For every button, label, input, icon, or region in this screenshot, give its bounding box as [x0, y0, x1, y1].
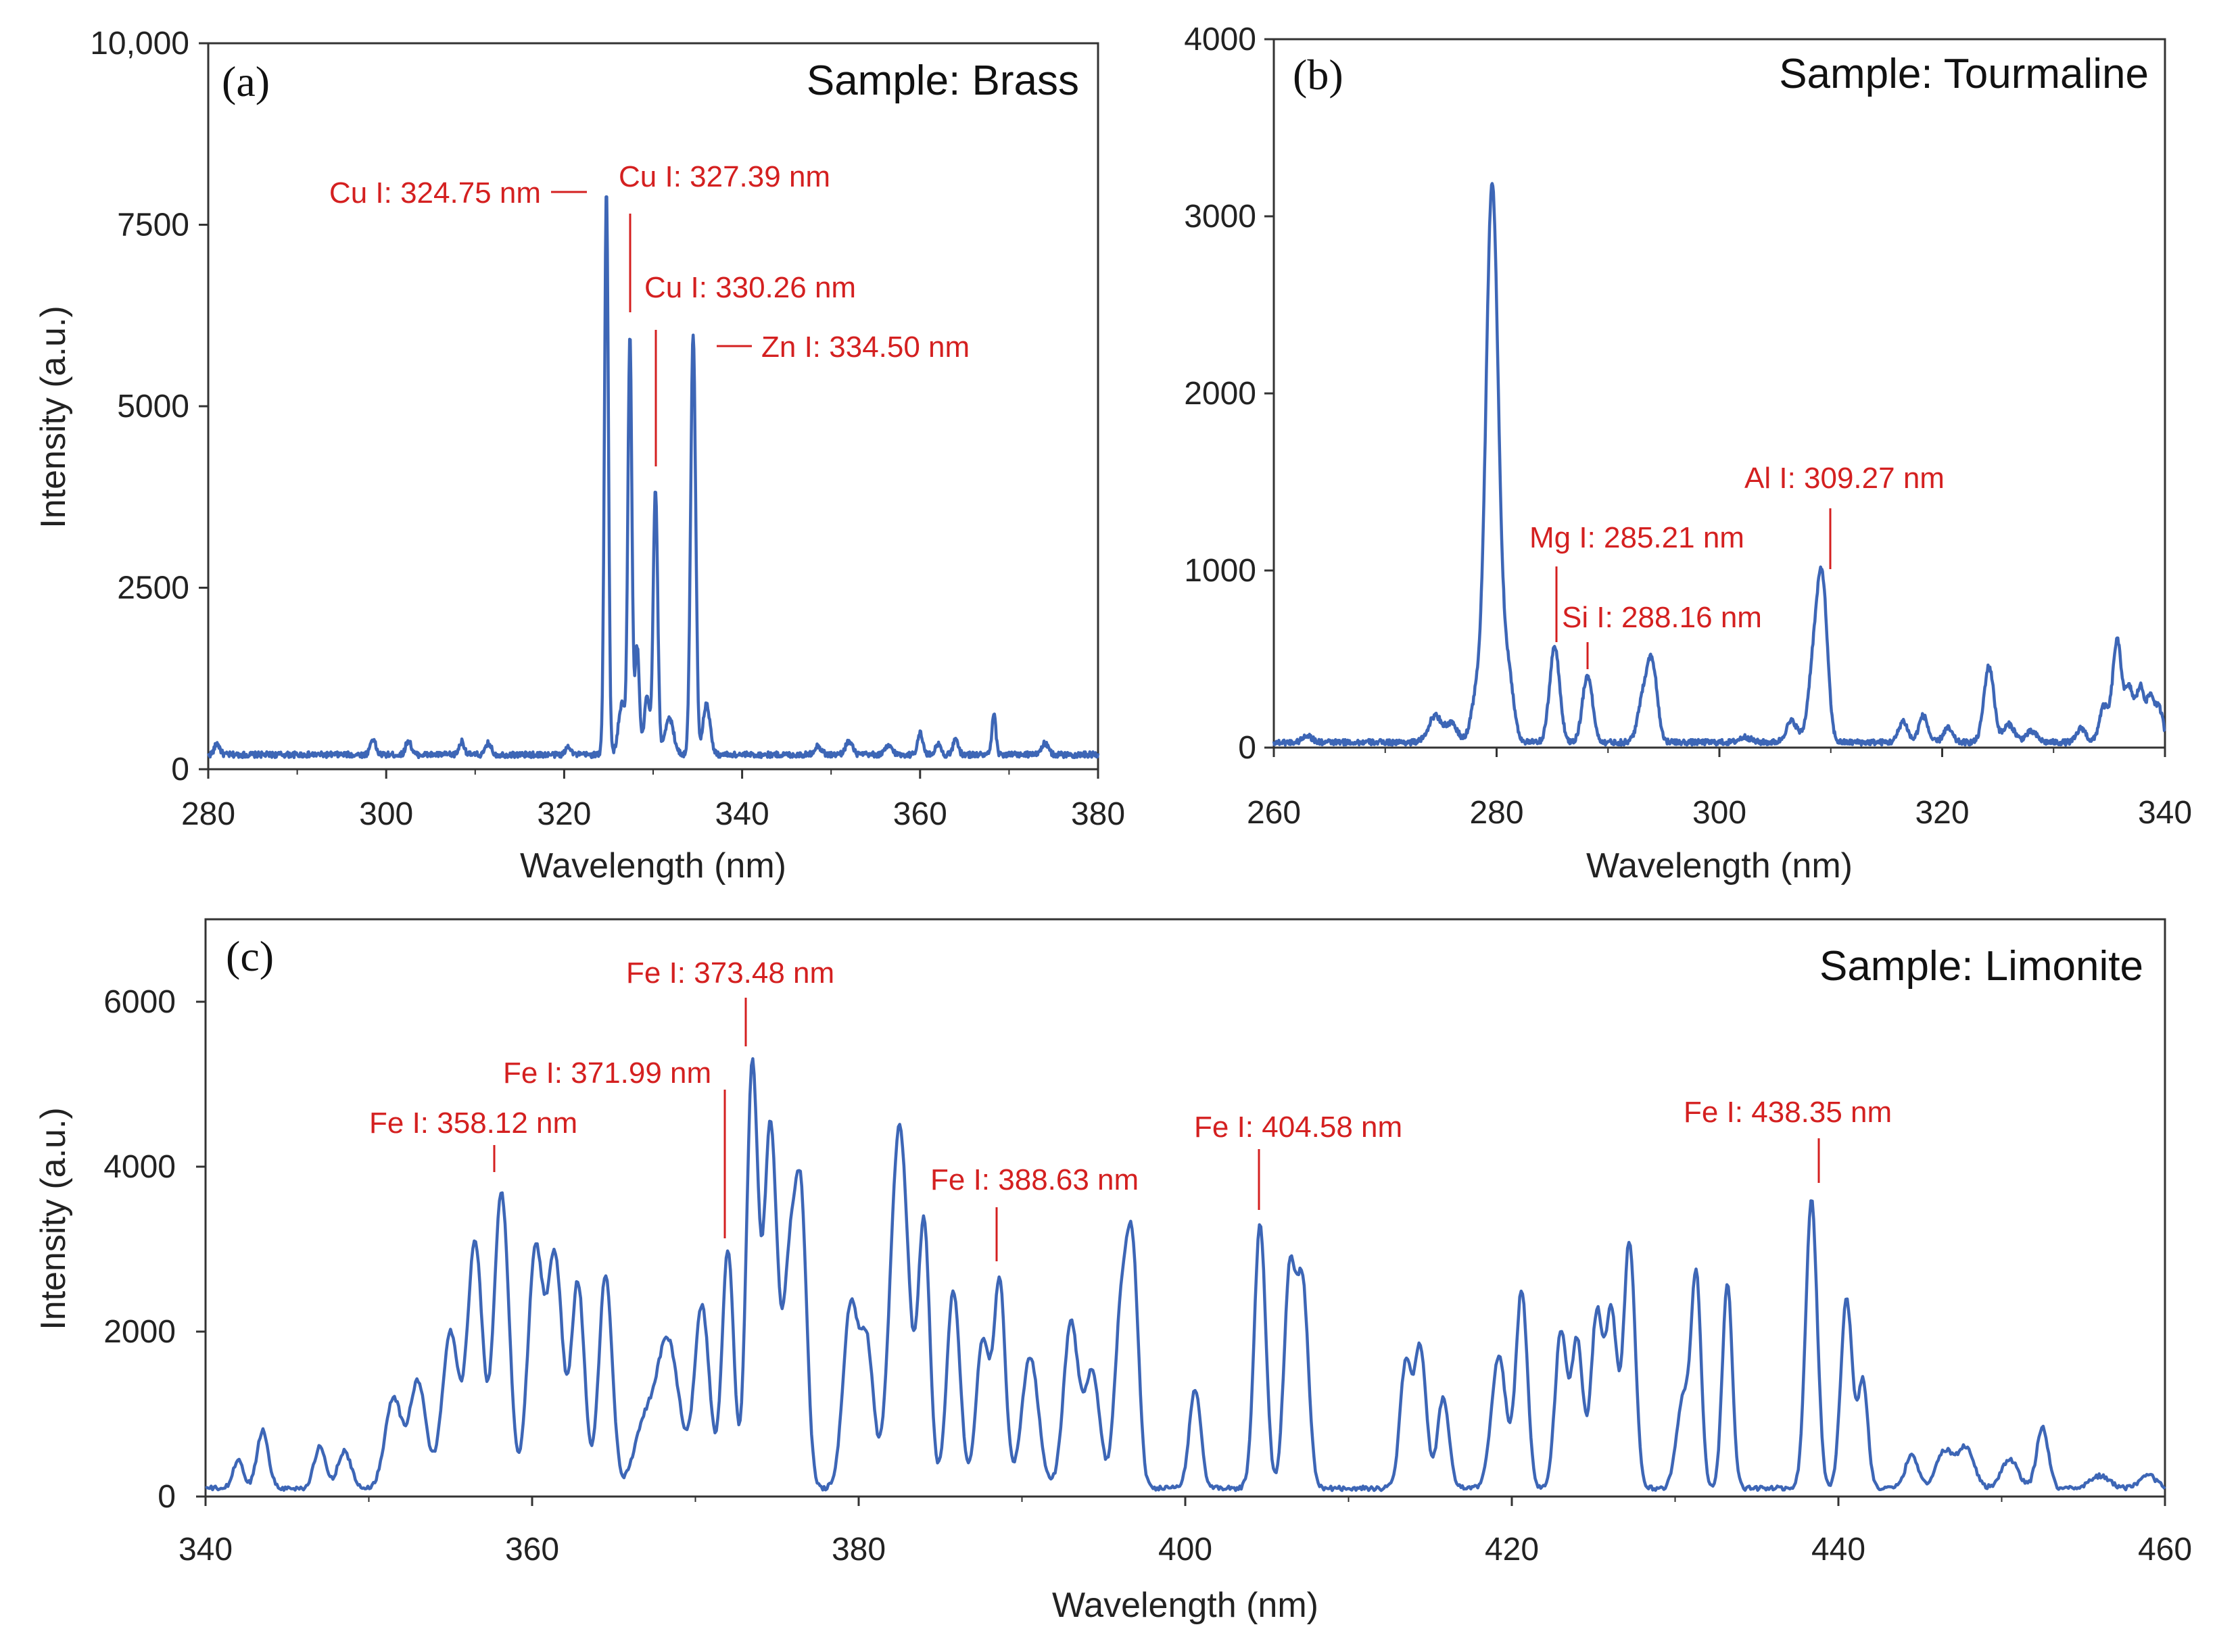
y-tick-label: 4000 [103, 1149, 176, 1185]
peak-annotation: Zn I: 334.50 nm [761, 331, 970, 364]
spectrum-line-b [1272, 182, 2166, 747]
peak-annotation: Cu I: 327.39 nm [619, 160, 830, 193]
x-axis-title: Wavelength (nm) [520, 846, 786, 885]
y-tick-label: 0 [171, 752, 189, 787]
y-tick-label: 4000 [1184, 22, 1256, 57]
y-tick-label: 10,000 [90, 26, 189, 62]
y-tick-label: 2000 [1184, 376, 1256, 412]
peak-annotation: Fe I: 388.63 nm [930, 1163, 1139, 1196]
y-tick-label: 2000 [103, 1314, 176, 1350]
x-tick-label: 380 [1071, 796, 1125, 832]
peak-annotation: Si I: 288.16 nm [1562, 601, 1762, 634]
x-tick-label: 320 [1915, 795, 1969, 831]
panel-b: 260 280 300 320 340 0 1000 2000 3000 4000 Waveleng… [1184, 22, 2192, 885]
x-tick-label: 300 [359, 796, 413, 832]
x-tick-label: 280 [181, 796, 235, 832]
x-tick-label: 300 [1692, 795, 1746, 831]
y-tick-label: 6000 [103, 984, 176, 1020]
y-tick-label: 7500 [117, 208, 189, 243]
sample-title-a: Sample: Brass [807, 57, 1079, 104]
peak-annotation: Fe I: 371.99 nm [503, 1056, 711, 1090]
panel-a: 280 300 320 340 360 380 0 2500 5000 7500 10,000 Wav… [34, 26, 1125, 885]
x-tick-label: 440 [1811, 1532, 1865, 1568]
x-tick-label: 360 [505, 1532, 559, 1568]
peak-annotation: Al I: 309.27 nm [1744, 462, 1945, 495]
y-tick-label: 3000 [1184, 199, 1256, 235]
peak-annotation: Cu I: 330.26 nm [644, 271, 856, 304]
x-tick-label: 400 [1158, 1532, 1212, 1568]
panel-letter-c: (c) [226, 932, 274, 980]
y-tick-label: 2500 [117, 570, 189, 606]
spectrum-line-c [205, 1057, 2166, 1492]
peak-annotation: Cu I: 324.75 nm [329, 176, 541, 210]
x-tick-label: 380 [832, 1532, 886, 1568]
x-tick-label: 460 [2138, 1532, 2192, 1568]
peak-annotation: Mg I: 285.21 nm [1529, 521, 1744, 554]
peak-annotation: Fe I: 404.58 nm [1194, 1111, 1402, 1144]
y-axis-title: Intensity (a.u.) [34, 306, 73, 528]
x-axis-title: Wavelength (nm) [1052, 1586, 1318, 1625]
peak-annotation: Fe I: 438.35 nm [1684, 1096, 1892, 1129]
y-tick-label: 0 [1238, 730, 1256, 766]
y-axis-title: Intensity (a.u.) [34, 1107, 73, 1330]
peak-annotation: Fe I: 373.48 nm [626, 956, 834, 990]
x-tick-label: 260 [1247, 795, 1301, 831]
panel-letter-a: (a) [222, 57, 270, 105]
x-tick-label: 360 [893, 796, 947, 832]
y-tick-label: 1000 [1184, 553, 1256, 589]
plot-frame-b [1272, 38, 2166, 749]
y-tick-label: 5000 [117, 389, 189, 424]
panel-letter-b: (b) [1293, 51, 1343, 99]
x-tick-label: 420 [1485, 1532, 1539, 1568]
x-tick-label: 340 [2138, 795, 2192, 831]
sample-title-c: Sample: Limonite [1819, 943, 2143, 990]
x-tick-label: 320 [537, 796, 591, 832]
sample-title-b: Sample: Tourmaline [1779, 51, 2149, 97]
x-tick-label: 280 [1469, 795, 1523, 831]
y-tick-label: 0 [158, 1479, 176, 1515]
peak-annotation: Fe I: 358.12 nm [369, 1107, 577, 1140]
panel-c: 340 360 380 400 420 440 460 0 2000 4000 6000 Wavele… [34, 918, 2192, 1625]
x-axis-title: Wavelength (nm) [1586, 846, 1853, 885]
x-tick-label: 340 [178, 1532, 233, 1568]
spectrum-line-a [206, 195, 1100, 760]
x-tick-label: 340 [715, 796, 769, 832]
